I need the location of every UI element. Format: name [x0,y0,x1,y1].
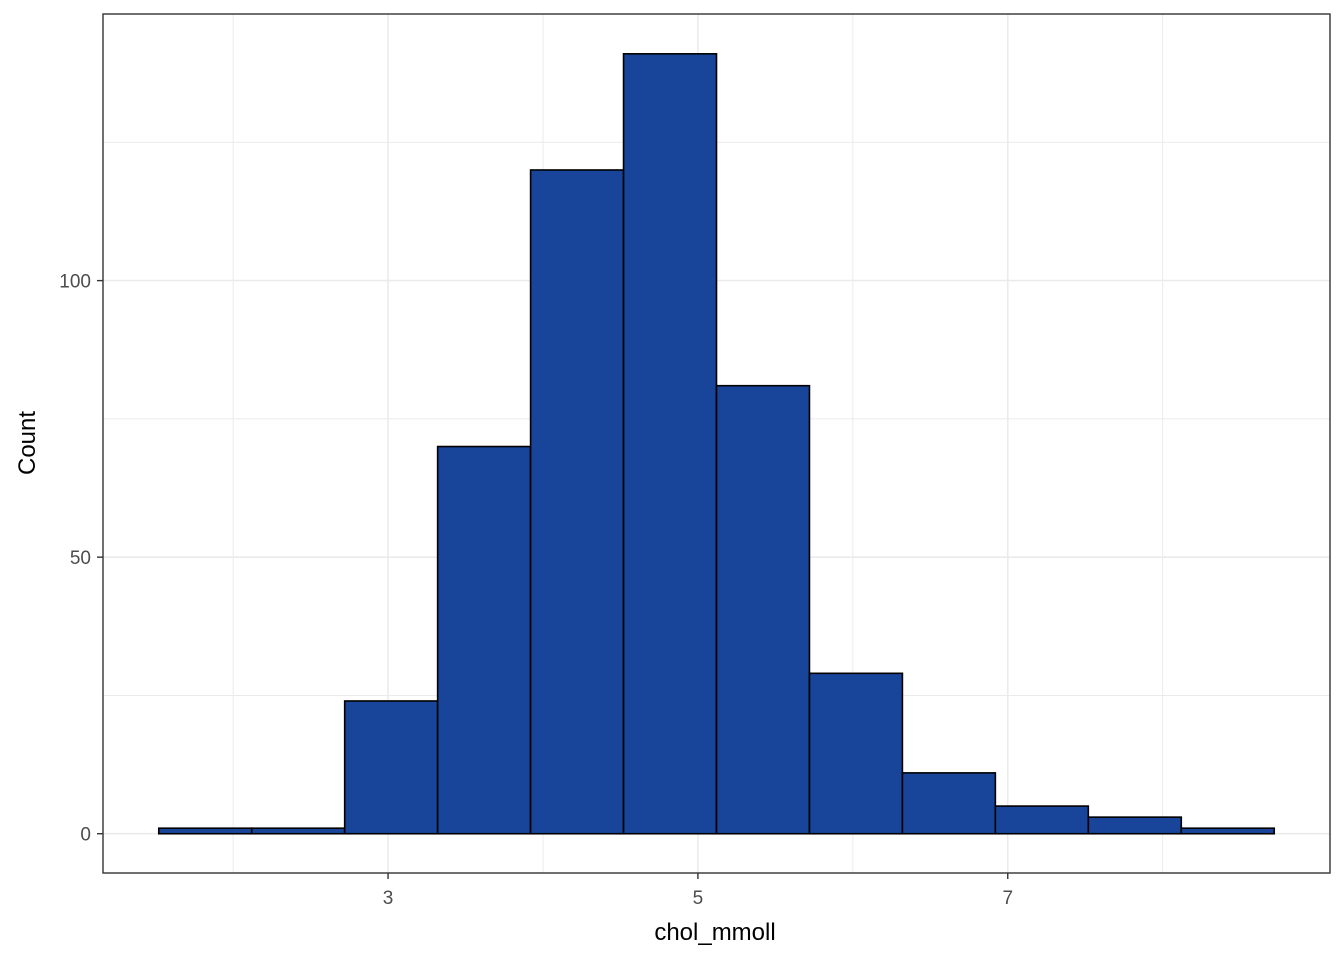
y-tick-label: 0 [80,825,91,846]
histogram-bars [157,53,1276,835]
x-tick-label: 3 [383,888,394,909]
y-axis-ticks: 0 50 100 [59,272,103,846]
histogram-bar [157,827,253,835]
histogram-bar [436,445,532,835]
histogram-bar [1180,827,1276,835]
histogram-bar [622,53,718,835]
histogram-bar [901,772,997,835]
x-tick-label: 7 [1002,888,1013,909]
histogram-bar [250,827,346,835]
y-axis-title: Count [14,411,41,475]
x-axis-ticks: 3 5 7 [383,873,1013,909]
histogram-bar [1087,816,1183,835]
y-tick-label: 100 [59,272,91,293]
histogram-bar [343,700,439,835]
histogram-bar [808,672,904,835]
histogram-bar [994,805,1090,835]
y-tick-label: 50 [70,548,91,569]
histogram-bar [529,169,625,835]
panel-border [102,13,1331,874]
x-axis-title: chol_mmoll [654,919,775,946]
histogram-bar [715,384,811,835]
x-tick-label: 5 [693,888,704,909]
